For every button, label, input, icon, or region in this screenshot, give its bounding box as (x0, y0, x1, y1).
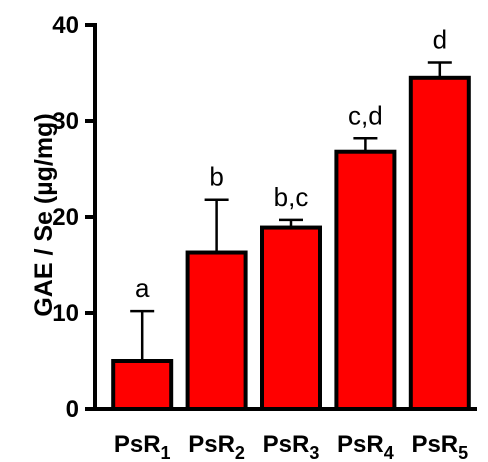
x-category-label: PsR5 (411, 431, 468, 462)
x-category-label: PsR3 (263, 431, 320, 462)
x-category-label: PsR4 (337, 431, 394, 462)
y-ticks: 0 10 20 30 40 (52, 12, 95, 423)
error-bars (130, 61, 452, 361)
x-category-labels: PsR1 PsR2 PsR3 PsR4 PsR5 (114, 431, 468, 462)
bar (334, 149, 397, 411)
significance-label: c,d (348, 100, 383, 130)
significance-label: a (135, 273, 150, 303)
significance-labels: a b b,c c,d d (135, 24, 447, 303)
y-tick-label: 20 (52, 204, 79, 231)
significance-label: d (433, 24, 447, 54)
y-tick-label: 30 (52, 108, 79, 135)
y-tick-label: 10 (52, 300, 79, 327)
bars (111, 75, 471, 412)
category-subscript: 2 (235, 443, 245, 462)
y-axis-label: GAE / Se (µg/mg) (30, 113, 58, 316)
category-subscript: 1 (161, 443, 171, 462)
category-subscript: 3 (309, 443, 319, 462)
significance-label: b (209, 162, 223, 192)
bar (408, 75, 471, 412)
category-name: PsR (114, 431, 161, 458)
y-tick-label: 40 (52, 12, 79, 39)
y-tick-label: 0 (66, 396, 79, 423)
category-name: PsR (337, 431, 384, 458)
bar (260, 225, 322, 411)
significance-label: b,c (274, 182, 309, 212)
bar (185, 250, 248, 411)
category-name: PsR (188, 431, 235, 458)
bar (111, 359, 174, 411)
category-name: PsR (411, 431, 458, 458)
x-category-label: PsR1 (114, 431, 171, 462)
category-subscript: 5 (458, 443, 468, 462)
category-name: PsR (263, 431, 310, 458)
x-category-label: PsR2 (188, 431, 245, 462)
category-subscript: 4 (384, 443, 394, 462)
